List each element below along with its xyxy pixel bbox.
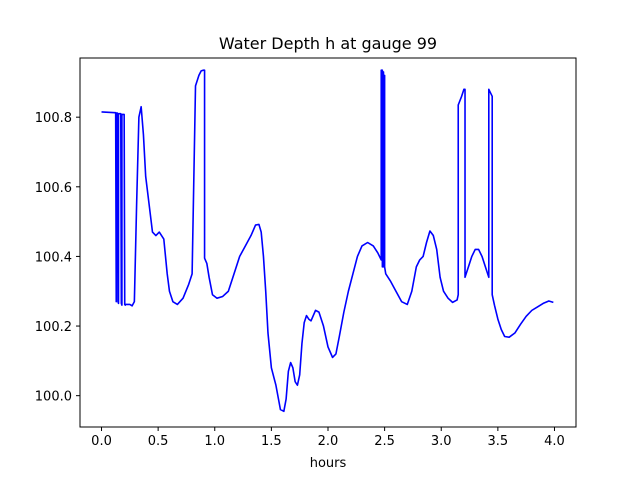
- series-line-group: [101, 69, 554, 413]
- x-axis-label: hours: [310, 456, 347, 471]
- plot-frame: [79, 57, 577, 428]
- y-tick-label: 100.6: [35, 181, 72, 196]
- x-tick-label: 1.5: [261, 434, 282, 449]
- x-axis-ticks: 0.0 0.5 1.0 1.5 2.0 2.5 3.0 3.5 4.0: [91, 427, 565, 449]
- x-tick-label: 4.0: [544, 434, 565, 449]
- y-tick-label: 100.0: [35, 390, 72, 405]
- y-tick-label: 100.2: [35, 320, 72, 335]
- x-tick-label: 2.0: [318, 434, 339, 449]
- x-tick-label: 0.5: [148, 434, 169, 449]
- chart-title: Water Depth h at gauge 99: [219, 34, 437, 53]
- x-tick-label: 1.0: [204, 434, 225, 449]
- x-tick-label: 3.5: [488, 434, 509, 449]
- x-tick-label: 2.5: [374, 434, 395, 449]
- series-line: [101, 69, 554, 413]
- y-tick-label: 100.4: [35, 250, 72, 265]
- y-tick-label: 100.8: [35, 111, 72, 126]
- y-axis-ticks: 100.0 100.2 100.4 100.6 100.8: [35, 111, 80, 405]
- x-tick-label: 3.0: [431, 434, 452, 449]
- x-tick-label: 0.0: [91, 434, 112, 449]
